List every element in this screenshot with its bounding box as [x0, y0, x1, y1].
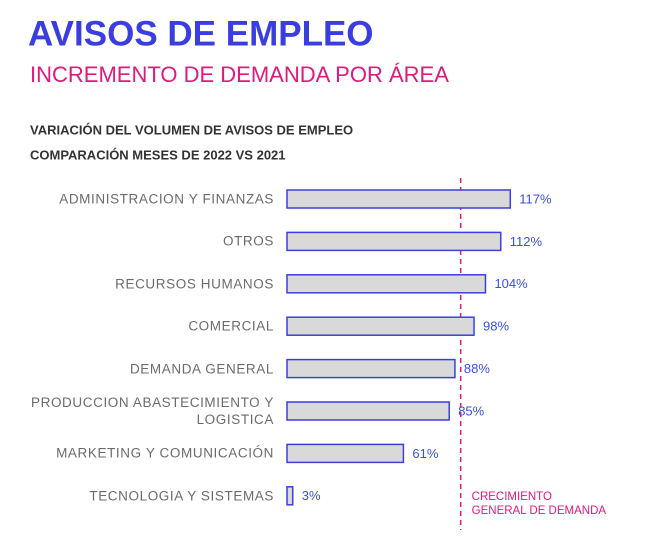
- reference-label: GENERAL DE DEMANDA: [472, 505, 607, 517]
- bar: [286, 274, 487, 294]
- category-label: MARKETING Y COMUNICACIÓN: [56, 445, 274, 461]
- value-label: 104%: [494, 276, 528, 291]
- value-label: 61%: [412, 446, 438, 461]
- bar: [286, 316, 475, 336]
- bar: [286, 231, 502, 252]
- category-label: TECNOLOGIA Y SISTEMAS: [89, 488, 274, 504]
- bar: [286, 443, 405, 464]
- description: COMPARACIÓN MESES DE 2022 VS 2021: [30, 147, 286, 162]
- reference-label: CRECIMIENTO: [472, 491, 552, 503]
- category-label: RECURSOS HUMANOS: [115, 276, 274, 292]
- category-label: OTROS: [222, 233, 274, 249]
- chart-subtitle: INCREMENTO DE DEMANDA POR ÁREA: [30, 62, 449, 87]
- category-label: ADMINISTRACION Y FINANZAS: [59, 191, 274, 207]
- value-label: 98%: [483, 319, 509, 334]
- value-label: 117%: [519, 191, 552, 206]
- category-label: PRODUCCION ABASTECIMIENTO Y LOGISTICA: [31, 395, 274, 427]
- bar: [286, 486, 294, 506]
- category-label: DEMANDA GENERAL: [129, 361, 274, 377]
- category-label: COMERCIAL: [188, 318, 274, 334]
- value-label: 85%: [458, 403, 484, 418]
- description: VARIACIÓN DEL VOLUMEN DE AVISOS DE EMPLE…: [30, 122, 353, 137]
- bar: [286, 401, 450, 421]
- value-label: 3%: [302, 488, 321, 503]
- value-label: 88%: [464, 361, 490, 376]
- bar: [286, 189, 512, 209]
- value-label: 112%: [510, 234, 543, 249]
- bar: [286, 358, 456, 379]
- chart-title: AVISOS DE EMPLEO: [28, 14, 374, 53]
